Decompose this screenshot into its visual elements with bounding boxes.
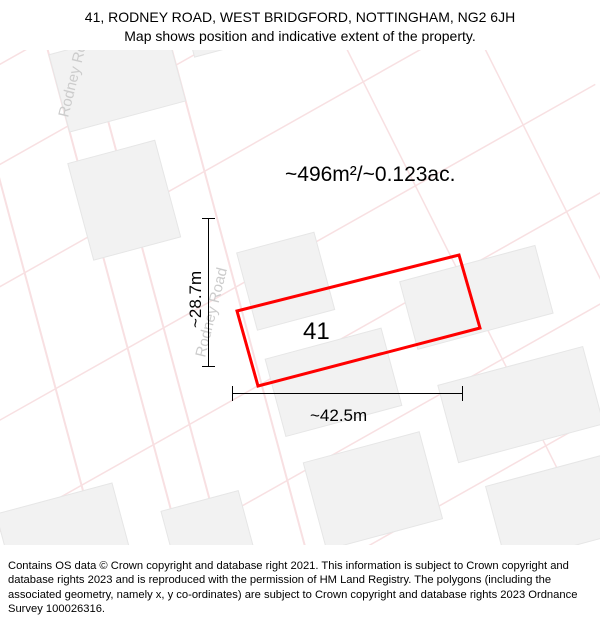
map-canvas: Rodney RoadRodney Road ~496m²/~0.123ac. … bbox=[0, 48, 600, 545]
address-line: 41, RODNEY ROAD, WEST BRIDGFORD, NOTTING… bbox=[10, 8, 590, 27]
subtitle-line: Map shows position and indicative extent… bbox=[10, 27, 590, 46]
basemap-svg: Rodney RoadRodney Road bbox=[0, 48, 600, 545]
map-header: 41, RODNEY ROAD, WEST BRIDGFORD, NOTTING… bbox=[0, 0, 600, 50]
copyright-footer: Contains OS data © Crown copyright and d… bbox=[0, 553, 600, 625]
svg-text:Rodney Road: Rodney Road bbox=[192, 266, 231, 359]
